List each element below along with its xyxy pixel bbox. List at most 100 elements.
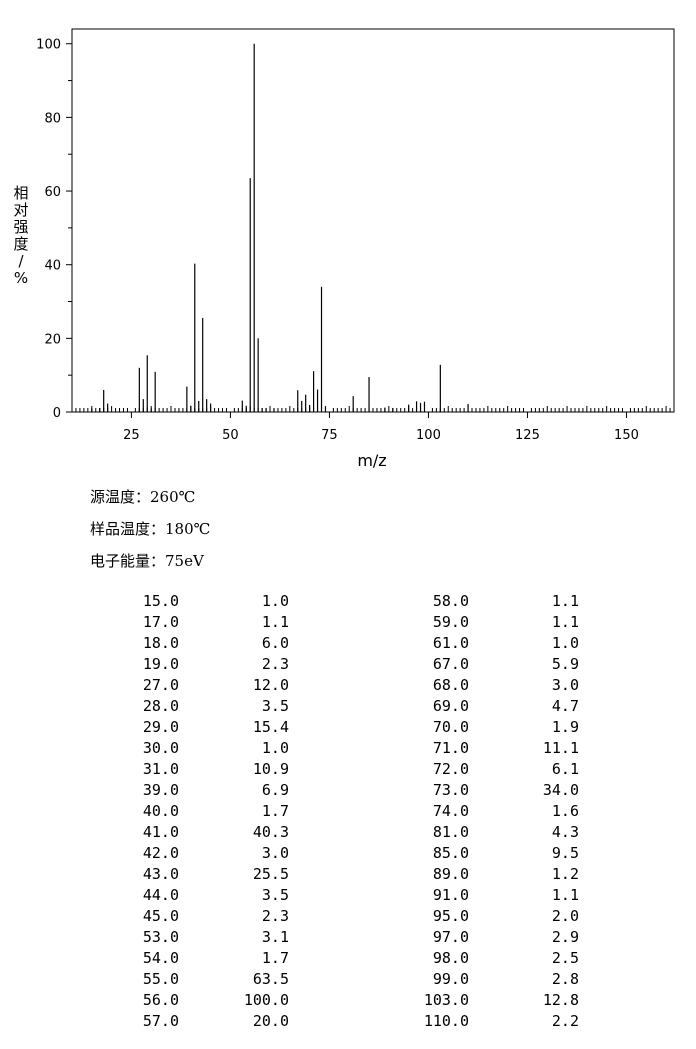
table-intensity: 1.6 [551,802,579,820]
table-mz: 15.0 [142,592,179,610]
table-mz: 69.0 [432,697,469,715]
table-mz: 53.0 [142,928,179,946]
spectrum-peaks [91,43,469,412]
table-intensity: 6.1 [551,760,579,778]
x-tick-label-125: 125 [515,428,540,443]
table-row: 45.0 2.3 [89,906,289,927]
table-row: 61.0 1.0 [379,633,579,654]
table-mz: 58.0 [432,592,469,610]
table-row: 72.0 6.1 [379,759,579,780]
table-intensity: 2.2 [551,1012,579,1030]
table-row: 81.0 4.3 [379,822,579,843]
x-tick-label-100: 100 [416,428,441,443]
plot-frame [71,28,675,413]
table-row: 56.0 100.0 [89,990,289,1011]
table-intensity: 1.0 [551,634,579,652]
table-row: 85.0 9.5 [379,843,579,864]
table-intensity: 3.0 [551,676,579,694]
table-row: 15.0 1.0 [89,591,289,612]
table-mz: 74.0 [432,802,469,820]
table-row: 73.0 34.0 [379,780,579,801]
table-mz: 68.0 [432,676,469,694]
y-tick-label-0: 0 [53,406,61,421]
table-mz: 57.0 [142,1012,179,1030]
x-tick-label-150: 150 [614,428,639,443]
table-intensity: 4.7 [551,697,579,715]
table-mz: 81.0 [432,823,469,841]
table-intensity: 3.0 [261,844,289,862]
table-mz: 17.0 [142,613,179,631]
table-mz: 103.0 [423,991,469,1009]
table-row: 19.0 2.3 [89,654,289,675]
table-row: 17.0 1.1 [89,612,289,633]
table-row: 69.0 4.7 [379,696,579,717]
table-row: 91.0 1.1 [379,885,579,906]
table-row: 39.0 6.9 [89,780,289,801]
table-mz: 97.0 [432,928,469,946]
table-intensity: 1.7 [261,802,289,820]
table-intensity: 1.9 [551,718,579,736]
table-mz: 30.0 [142,739,179,757]
table-row: 58.0 1.1 [379,591,579,612]
table-intensity: 12.0 [252,676,289,694]
table-intensity: 5.9 [551,655,579,673]
y-tick-label-80: 80 [44,111,61,126]
table-intensity: 1.1 [551,886,579,904]
table-intensity: 2.3 [261,907,289,925]
table-row: 95.0 2.0 [379,906,579,927]
table-mz: 95.0 [432,907,469,925]
table-intensity: 10.9 [252,760,289,778]
table-mz: 42.0 [142,844,179,862]
table-mz: 55.0 [142,970,179,988]
table-row: 18.0 6.0 [89,633,289,654]
table-intensity: 3.1 [261,928,289,946]
table-intensity: 2.8 [551,970,579,988]
table-row: 31.0 10.9 [89,759,289,780]
table-intensity: 1.0 [261,592,289,610]
table-mz: 61.0 [432,634,469,652]
y-axis-label-char: / [18,252,24,270]
table-mz: 91.0 [432,886,469,904]
peak-table-left: 15.0 1.0 17.0 1.1 18.0 6.0 19.0 2.3 27.0 12.0 28.0… [0,591,289,1032]
y-tick-label-20: 20 [44,332,61,347]
table-mz: 59.0 [432,613,469,631]
table-intensity: 1.1 [551,613,579,631]
table-intensity: 6.0 [261,634,289,652]
table-mz: 98.0 [432,949,469,967]
table-mz: 39.0 [142,781,179,799]
table-intensity: 15.4 [252,718,289,736]
table-mz: 70.0 [432,718,469,736]
electron-energy: 电子能量：75eV [90,552,204,570]
table-mz: 18.0 [142,634,179,652]
table-mz: 41.0 [142,823,179,841]
x-minor-ticks [75,406,671,412]
table-row: 110.0 2.2 [379,1011,579,1032]
table-row: 30.0 1.0 [89,738,289,759]
table-row: 70.0 1.9 [379,717,579,738]
table-mz: 45.0 [142,907,179,925]
table-intensity: 11.1 [542,739,579,757]
y-axis-label-char: 强 [13,218,28,236]
table-row: 42.0 3.0 [89,843,289,864]
table-row: 68.0 3.0 [379,675,579,696]
table-intensity: 4.3 [551,823,579,841]
table-mz: 27.0 [142,676,179,694]
table-mz: 110.0 [423,1012,469,1030]
table-mz: 72.0 [432,760,469,778]
table-mz: 89.0 [432,865,469,883]
table-intensity: 1.1 [261,613,289,631]
table-intensity: 1.0 [261,739,289,757]
table-intensity: 2.0 [551,907,579,925]
table-row: 59.0 1.1 [379,612,579,633]
y-axis-label-char: 度 [13,235,28,253]
table-mz: 29.0 [142,718,179,736]
table-intensity: 1.1 [551,592,579,610]
table-mz: 44.0 [142,886,179,904]
table-row: 54.0 1.7 [89,948,289,969]
table-row: 28.0 3.5 [89,696,289,717]
table-row: 67.0 5.9 [379,654,579,675]
table-intensity: 25.5 [252,865,289,883]
table-mz: 73.0 [432,781,469,799]
peak-table-right: 58.0 1.1 59.0 1.1 61.0 1.0 67.0 5.9 68.0 3.0 69.0 4… [0,591,579,1032]
table-intensity: 100.0 [243,991,289,1009]
